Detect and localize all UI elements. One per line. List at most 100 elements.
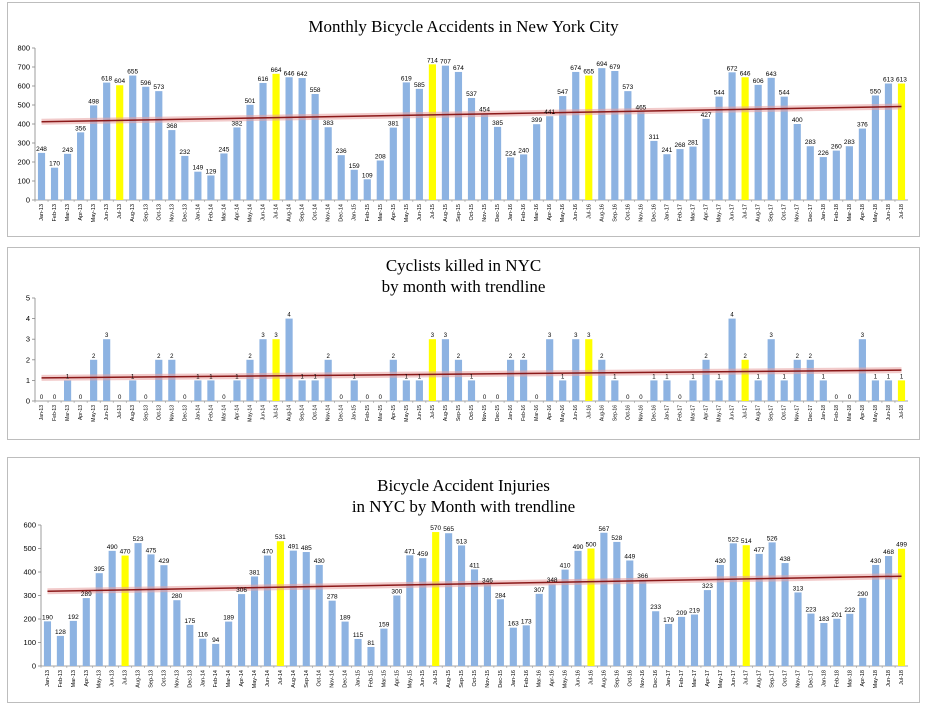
- bar: [535, 593, 543, 666]
- x-tick-label: Jan-18: [821, 670, 827, 687]
- data-label: 0: [366, 395, 370, 401]
- bar: [819, 157, 827, 200]
- data-label: 1: [665, 374, 669, 380]
- x-tick-label: Jul-14: [278, 670, 284, 685]
- data-label: 281: [688, 140, 699, 147]
- data-label: 189: [223, 615, 234, 622]
- bar: [445, 533, 453, 666]
- x-tick-label: May-14: [247, 204, 253, 222]
- data-label: 3: [274, 333, 278, 339]
- data-label: 2: [326, 354, 330, 360]
- x-tick-label: Feb-15: [368, 670, 374, 687]
- bar: [367, 646, 375, 666]
- data-label: 465: [635, 105, 646, 112]
- bar: [50, 167, 59, 200]
- x-tick-label: Jun-13: [110, 670, 116, 687]
- x-tick-label: Jul-18: [899, 204, 905, 219]
- x-tick-label: Jul-13: [117, 405, 123, 419]
- x-tick-label: Jul-15: [430, 405, 436, 419]
- data-label: 0: [848, 395, 852, 401]
- x-tick-label: Oct-14: [313, 405, 319, 420]
- y-tick-label: 0: [26, 196, 30, 205]
- bar: [652, 611, 660, 666]
- bar: [272, 73, 280, 200]
- x-tick-label: May-13: [91, 204, 97, 222]
- bar: [129, 380, 137, 401]
- bar: [689, 380, 697, 401]
- x-tick-label: Apr-13: [78, 204, 84, 221]
- x-tick-label: May-14: [247, 405, 253, 422]
- bar: [376, 160, 384, 200]
- bar: [845, 146, 853, 200]
- data-label: 3: [770, 333, 774, 339]
- bar: [155, 91, 163, 200]
- x-tick-label: Oct-13: [156, 405, 162, 420]
- x-tick-label: Mar-13: [65, 405, 71, 421]
- x-tick-label: Dec-17: [808, 670, 814, 688]
- data-label: 0: [222, 395, 226, 401]
- data-label: 201: [831, 612, 842, 619]
- bar: [212, 643, 220, 666]
- x-tick-label: Mar-16: [537, 670, 543, 687]
- x-tick-label: May-15: [407, 670, 413, 688]
- x-tick-label: Aug-16: [599, 405, 605, 421]
- x-tick-label: Dec-13: [182, 204, 188, 222]
- y-tick-label: 700: [17, 63, 30, 72]
- data-label: 1: [196, 374, 200, 380]
- bar: [559, 380, 567, 401]
- bar: [793, 124, 801, 200]
- bar: [263, 555, 272, 666]
- data-label: 570: [430, 525, 441, 532]
- x-tick-label: May-18: [873, 670, 879, 688]
- data-label: 499: [896, 542, 907, 549]
- x-tick-label: Mar-14: [226, 670, 232, 687]
- bar: [470, 569, 479, 666]
- x-tick-label: May-18: [873, 405, 879, 422]
- bar: [897, 380, 906, 401]
- x-tick-label: Sep-17: [769, 405, 775, 421]
- x-tick-label: Feb-13: [52, 204, 58, 221]
- x-tick-label: Jan-13: [39, 204, 45, 221]
- x-tick-label: Feb-17: [679, 670, 685, 687]
- data-label: 81: [367, 640, 375, 647]
- x-tick-label: May-17: [717, 405, 723, 422]
- y-tick-label: 2: [26, 355, 30, 364]
- data-label: 707: [440, 59, 451, 66]
- data-label: 2: [457, 354, 461, 360]
- data-label: 573: [622, 84, 633, 91]
- injuries-chart-panel: Bicycle Accident Injuries in NYC by Mont…: [7, 457, 920, 703]
- x-tick-label: May-16: [560, 204, 566, 222]
- y-tick-label: 300: [23, 591, 36, 600]
- data-label: 1: [235, 374, 239, 380]
- x-tick-label: Jun-15: [417, 204, 423, 221]
- bar: [832, 150, 840, 200]
- data-label: 646: [740, 70, 751, 77]
- x-tick-label: Jul-16: [586, 405, 592, 419]
- x-tick-label: Jan-13: [39, 405, 45, 421]
- bar: [806, 359, 814, 401]
- bar: [509, 627, 517, 666]
- data-label: 1: [783, 374, 787, 380]
- data-label: 441: [544, 109, 555, 116]
- x-tick-label: Dec-16: [651, 204, 657, 222]
- data-label: 429: [159, 558, 170, 565]
- x-tick-label: Jul-17: [744, 670, 750, 685]
- bar: [624, 91, 632, 200]
- x-tick-label: Feb-16: [521, 204, 527, 221]
- data-label: 128: [55, 629, 66, 636]
- x-tick-label: Apr-15: [391, 405, 397, 420]
- bar: [754, 84, 762, 200]
- bar: [276, 541, 284, 666]
- data-label: 449: [624, 553, 635, 560]
- data-label: 383: [323, 120, 334, 127]
- data-label: 1: [613, 374, 617, 380]
- x-tick-label: Jan-15: [352, 204, 358, 221]
- data-label: 585: [414, 82, 425, 89]
- bar: [741, 359, 749, 401]
- x-tick-label: Aug-15: [443, 405, 449, 421]
- x-tick-label: Jan-17: [664, 405, 670, 421]
- data-label: 348: [547, 577, 558, 584]
- bar: [173, 600, 181, 666]
- bar: [194, 171, 202, 200]
- bar: [767, 77, 775, 200]
